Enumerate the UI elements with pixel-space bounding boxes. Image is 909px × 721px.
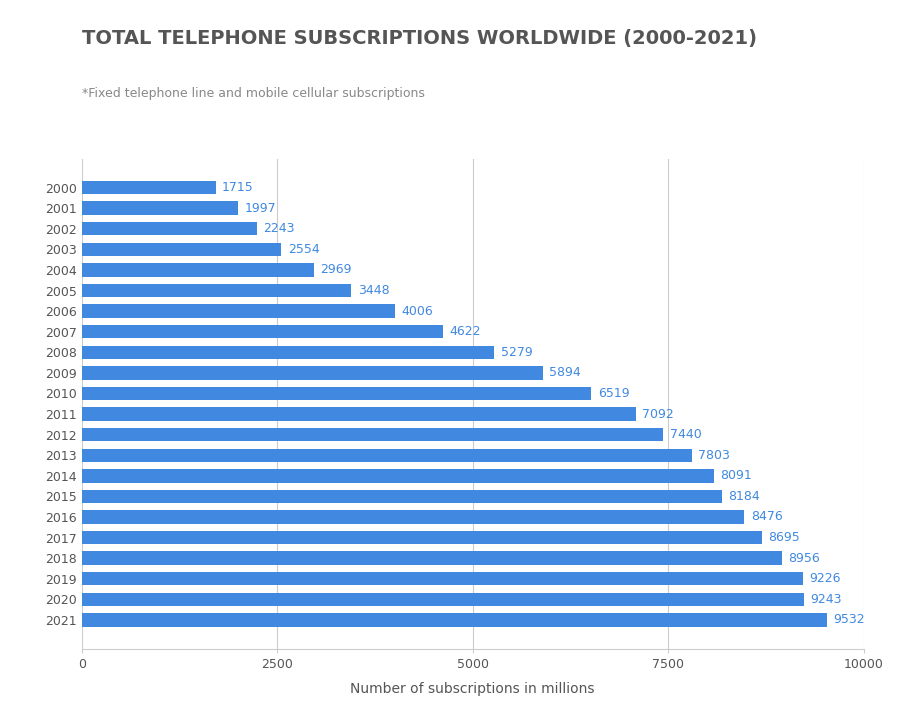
Bar [82,386,592,400]
Text: 7440: 7440 [670,428,702,441]
Text: 4622: 4622 [449,325,481,338]
Bar [82,201,238,215]
Bar [82,490,722,503]
Bar [82,366,543,379]
Bar [82,407,636,421]
Bar [82,325,443,338]
Bar [82,284,352,297]
Text: 5279: 5279 [501,346,533,359]
Bar [82,428,664,441]
Bar [82,222,257,236]
Text: 2243: 2243 [264,222,295,235]
Text: 7803: 7803 [698,448,730,461]
Text: 8695: 8695 [768,531,800,544]
Bar [82,531,762,544]
Bar [82,263,314,277]
Bar [82,552,782,565]
X-axis label: Number of subscriptions in millions: Number of subscriptions in millions [351,682,594,696]
Text: 9226: 9226 [809,572,841,585]
Text: 2554: 2554 [288,243,319,256]
Text: 2969: 2969 [320,263,352,276]
Bar [82,448,692,462]
Text: 6519: 6519 [598,387,629,400]
Bar [82,304,395,318]
Bar [82,614,827,627]
Text: 9243: 9243 [811,593,842,606]
Text: 1997: 1997 [245,202,275,215]
Text: 9532: 9532 [834,614,864,627]
Bar [82,345,494,359]
Bar [82,469,714,482]
Text: 4006: 4006 [401,304,433,318]
Bar [82,572,803,585]
Bar [82,181,215,194]
Text: 8956: 8956 [788,552,820,565]
Text: 7092: 7092 [643,407,674,420]
Text: 8091: 8091 [721,469,753,482]
Bar [82,593,804,606]
Bar [82,510,744,523]
Text: 1715: 1715 [222,181,254,194]
Text: TOTAL TELEPHONE SUBSCRIPTIONS WORLDWIDE (2000-2021): TOTAL TELEPHONE SUBSCRIPTIONS WORLDWIDE … [82,29,757,48]
Text: 3448: 3448 [357,284,389,297]
Text: 5894: 5894 [549,366,581,379]
Bar [82,243,282,256]
Text: *Fixed telephone line and mobile cellular subscriptions: *Fixed telephone line and mobile cellula… [82,87,425,99]
Text: 8476: 8476 [751,510,783,523]
Text: 8184: 8184 [728,490,760,503]
